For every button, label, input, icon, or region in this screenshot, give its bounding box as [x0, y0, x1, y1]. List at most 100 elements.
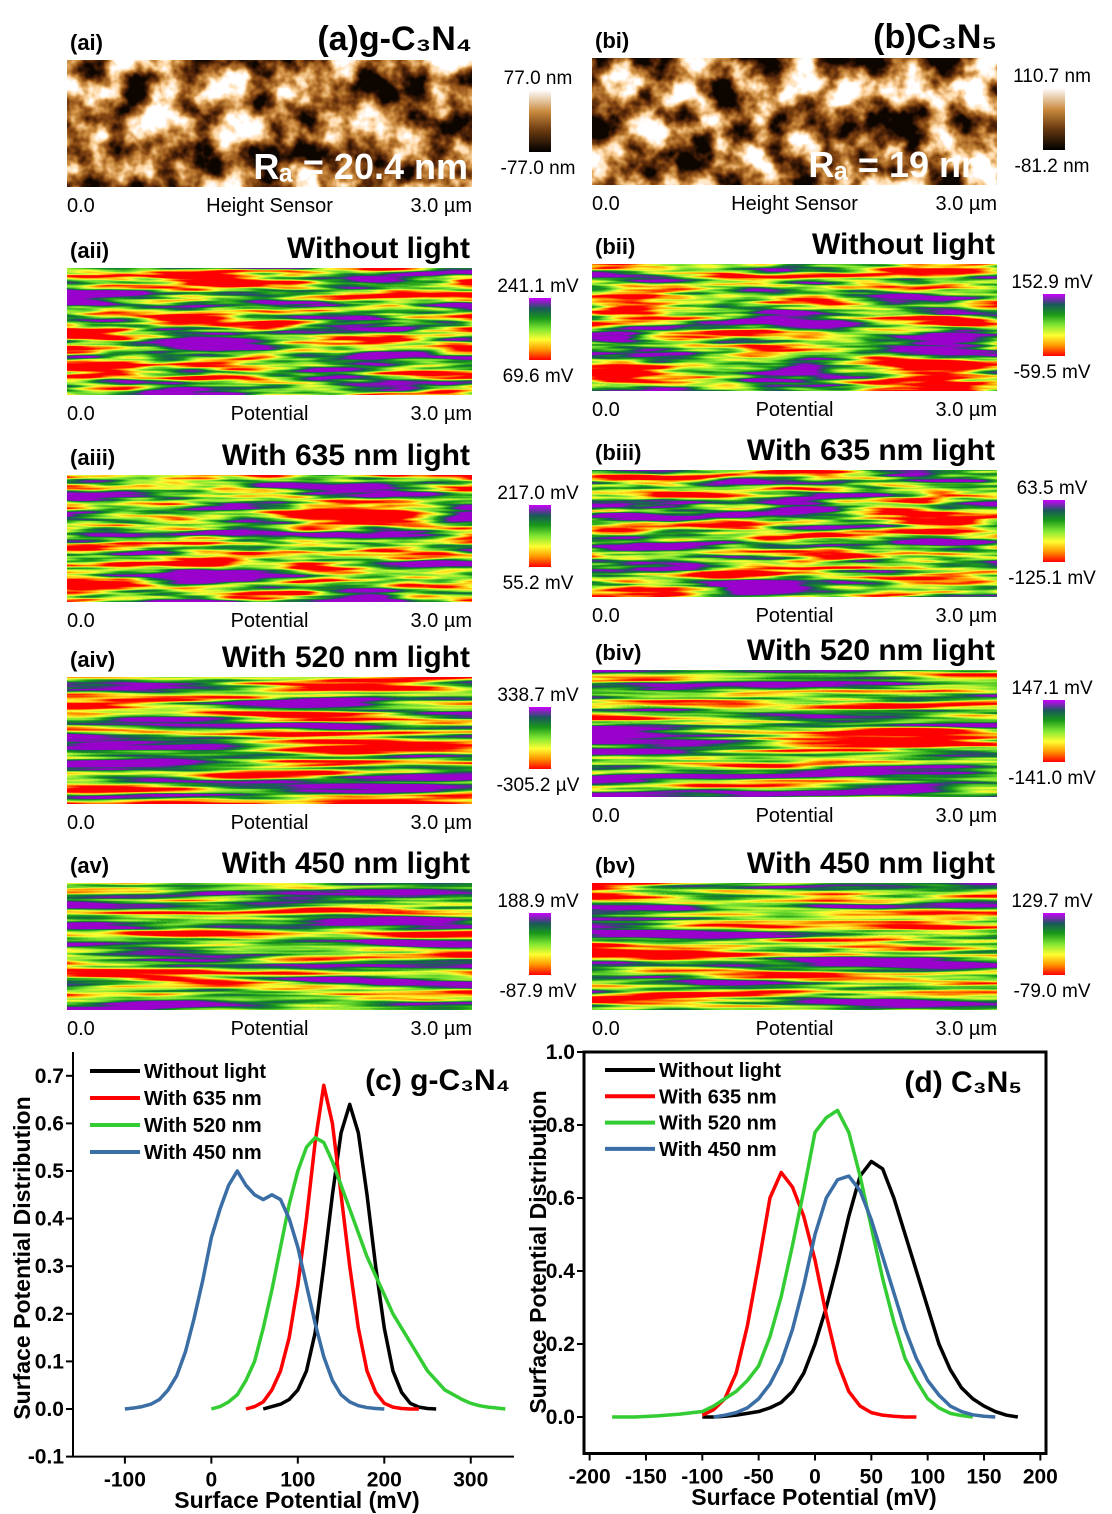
- x-start: 0.0: [67, 403, 95, 425]
- x-tick-label: 100: [910, 1466, 945, 1489]
- series-line: [713, 1174, 996, 1419]
- scale-max: 129.7 mV: [1011, 891, 1093, 912]
- legend-label: Without light: [144, 1061, 266, 1083]
- y-tick-label: 1.0: [546, 1041, 575, 1064]
- x-axis-title: Surface Potential (mV): [691, 1484, 936, 1510]
- y-tick-label: -0.1: [28, 1446, 65, 1469]
- color-bar: [529, 707, 551, 769]
- color-bar: [529, 505, 551, 567]
- panel-label: (aiii): [70, 445, 115, 470]
- series-line: [210, 1135, 506, 1411]
- x-title: Potential: [231, 1018, 309, 1040]
- panel-label: (bi): [595, 28, 629, 53]
- scale-min: -305.2 µV: [497, 775, 580, 796]
- x-tick-label: 50: [860, 1466, 883, 1489]
- x-tick-label: 100: [280, 1469, 315, 1492]
- panel-heading: With 520 nm light: [222, 641, 470, 674]
- legend-label: With 520 nm: [659, 1113, 777, 1135]
- y-tick-label: 0.2: [35, 1303, 64, 1326]
- panel-heading: With 520 nm light: [747, 634, 995, 667]
- x-title: Potential: [231, 403, 309, 425]
- scale-min: -79.0 mV: [1013, 981, 1090, 1002]
- x-start: 0.0: [67, 610, 95, 632]
- panel-heading: With 635 nm light: [747, 434, 995, 467]
- scale-max: 188.9 mV: [497, 891, 579, 912]
- panel-label: (ai): [70, 30, 103, 55]
- x-title: Height Sensor: [731, 193, 858, 215]
- scale-max: 110.7 nm: [1013, 66, 1091, 87]
- color-bar: [1043, 500, 1065, 562]
- series-line: [701, 1170, 917, 1419]
- potential-map: [592, 670, 997, 797]
- x-tick-label: 200: [367, 1469, 402, 1492]
- x-tick-label: 200: [1023, 1466, 1058, 1489]
- x-tick-label: 0: [206, 1469, 218, 1492]
- legend-label: Without light: [659, 1060, 781, 1082]
- y-tick-label: 0.0: [546, 1406, 575, 1429]
- x-start: 0.0: [67, 195, 95, 217]
- x-end: 3.0 µm: [935, 193, 997, 215]
- x-title: Potential: [231, 610, 309, 632]
- color-bar: [1043, 88, 1065, 150]
- y-tick-label: 0.6: [546, 1187, 575, 1210]
- potential-map: [592, 264, 997, 391]
- x-title: Potential: [756, 1018, 834, 1040]
- x-end: 3.0 µm: [935, 605, 997, 627]
- legend-label: With 450 nm: [659, 1139, 777, 1161]
- y-axis-title: Surface Potential Distribution: [525, 1090, 551, 1413]
- panel-label: (aii): [70, 238, 109, 263]
- panel-heading: Without light: [287, 232, 470, 265]
- scale-min: 69.6 mV: [503, 366, 574, 387]
- y-axis-title: Surface Potential Distribution: [9, 1096, 35, 1419]
- x-start: 0.0: [592, 805, 620, 827]
- scale-max: 152.9 mV: [1011, 272, 1093, 293]
- plot-frame: [582, 1050, 1048, 1455]
- potential-map: [67, 475, 472, 602]
- series-line: [245, 1083, 419, 1411]
- scale-min: -77.0 nm: [501, 158, 576, 179]
- scale-max: 147.1 mV: [1011, 678, 1093, 699]
- x-axis-title: Surface Potential (mV): [174, 1487, 419, 1513]
- y-tick-label: 0.5: [35, 1160, 65, 1183]
- panel-label: (bii): [595, 234, 635, 259]
- panel-heading: Without light: [812, 228, 995, 261]
- legend-label: With 520 nm: [144, 1115, 262, 1137]
- roughness: Rₐ = 20.4 nm: [253, 146, 468, 187]
- scale-min: -81.2 nm: [1015, 156, 1090, 177]
- scale-min: 55.2 mV: [503, 573, 574, 594]
- panel-label: (av): [70, 853, 109, 878]
- y-tick-label: 0.4: [546, 1260, 576, 1283]
- series-line: [612, 1108, 973, 1419]
- scale-max: 77.0 nm: [504, 68, 573, 89]
- x-start: 0.0: [592, 399, 620, 421]
- scale-max: 338.7 mV: [497, 685, 579, 706]
- y-tick-label: 0.1: [35, 1350, 65, 1373]
- scale-min: -141.0 mV: [1008, 768, 1096, 789]
- x-end: 3.0 µm: [935, 805, 997, 827]
- x-tick-label: -200: [569, 1466, 611, 1489]
- x-start: 0.0: [592, 193, 620, 215]
- x-tick-label: -100: [104, 1469, 146, 1492]
- panel-label: (aiv): [70, 647, 115, 672]
- x-end: 3.0 µm: [410, 195, 472, 217]
- x-end: 3.0 µm: [410, 812, 472, 834]
- panel-heading: With 450 nm light: [222, 847, 470, 880]
- panel-label: (biv): [595, 640, 641, 665]
- x-tick-label: 150: [967, 1466, 1002, 1489]
- series-line: [262, 1102, 437, 1411]
- x-start: 0.0: [592, 605, 620, 627]
- annotation: (d) C₃N₅: [904, 1066, 1022, 1099]
- y-tick-label: 0.3: [35, 1255, 64, 1278]
- height-map: [592, 58, 997, 185]
- panel-heading: (a)g-C₃N₄: [317, 20, 472, 58]
- color-bar: [529, 90, 551, 152]
- panel-heading: With 450 nm light: [747, 847, 995, 880]
- scale-min: -125.1 mV: [1008, 568, 1096, 589]
- color-bar: [529, 298, 551, 360]
- scale-min: -59.5 mV: [1013, 362, 1090, 383]
- color-bar: [529, 913, 551, 975]
- x-tick-label: 0: [809, 1466, 821, 1489]
- scale-max: 217.0 mV: [497, 483, 579, 504]
